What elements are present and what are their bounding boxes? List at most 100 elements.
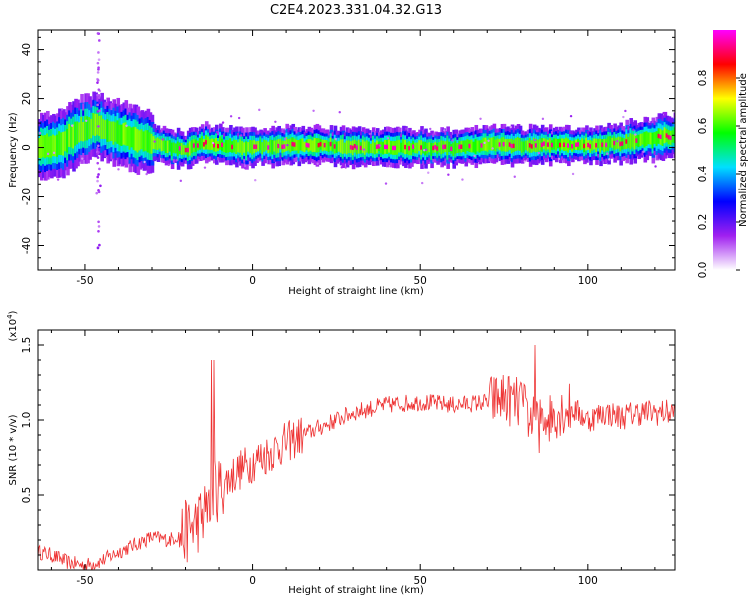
spectrogram-cell <box>160 139 165 152</box>
spectrogram-cell <box>645 131 650 147</box>
spectrogram-cell <box>416 142 420 154</box>
spectrogram-cell <box>516 136 521 151</box>
spectrogram-cell <box>142 131 147 152</box>
spectrogram-cell <box>647 132 652 145</box>
spectrogram-speckle <box>243 167 247 170</box>
spectrogram-speckle <box>98 167 101 171</box>
spectrogram-speckle <box>642 150 645 153</box>
spectrogram-speckle <box>175 159 178 162</box>
spectrogram-cell <box>369 143 374 154</box>
spectrogram-cell <box>156 137 161 150</box>
spectrogram-speckle <box>239 134 243 137</box>
spectrogram-cell <box>40 135 44 159</box>
spectrogram-speckle <box>96 103 99 107</box>
spectrogram-cell <box>496 138 501 149</box>
spectrogram-cell <box>331 141 336 152</box>
spectrogram-cell <box>345 140 350 155</box>
spectrogram-speckle <box>425 148 428 151</box>
spectrogram-cell <box>311 140 316 153</box>
spectrogram-cell <box>251 140 255 155</box>
spectrogram-speckle <box>211 141 215 145</box>
spectrogram-speckle <box>479 117 482 120</box>
spectrogram-cell <box>206 136 211 150</box>
spectrogram-cell <box>593 138 597 150</box>
spectrogram-speckle <box>96 79 100 82</box>
spectrogram-cell <box>361 139 366 153</box>
spectrogram-speckle <box>203 166 207 169</box>
spectrogram-cell <box>661 130 666 146</box>
spectrogram-speckle <box>535 129 539 133</box>
spectrogram-cell <box>66 128 70 153</box>
spectrogram-speckle <box>97 96 101 99</box>
spectrogram-cell <box>241 141 245 156</box>
spectrogram-cell <box>48 136 52 158</box>
spectrogram-cell <box>492 136 497 151</box>
spectrogram-cell <box>257 140 261 152</box>
spectrogram-cell <box>532 137 537 152</box>
spectrogram-cell <box>526 140 531 152</box>
spectrogram-speckle <box>98 39 101 42</box>
spectrogram-cell <box>104 120 108 139</box>
spectrogram-speckle <box>254 179 257 182</box>
spectrogram-y-label: Frequency (Hz) <box>8 112 19 188</box>
spectrogram-speckle <box>362 148 366 151</box>
spectrogram-cell <box>617 136 621 149</box>
spectrogram-cell <box>72 124 76 149</box>
spectrogram-cell <box>134 127 139 151</box>
spectrogram-cell <box>289 138 294 153</box>
spectrogram-speckle <box>99 184 102 188</box>
spectrogram-cell <box>418 140 422 152</box>
spectrogram-cell <box>448 141 452 152</box>
spectrogram-cell <box>78 122 82 143</box>
spectrogram-cell <box>52 134 56 157</box>
spectrogram-cell <box>651 132 656 149</box>
snr-y-tick-label: 1.5 <box>21 337 33 354</box>
chart-title: C2E4.2023.331.04.32.G13 <box>270 3 442 18</box>
spectrogram-cell <box>82 122 86 142</box>
spectrogram-cell <box>279 138 283 150</box>
spectrogram-speckle <box>537 151 541 155</box>
spectrogram-cell <box>325 140 330 152</box>
spectrogram-speckle <box>473 154 476 158</box>
colorbar-tick-label: 0.8 <box>697 70 709 87</box>
spectrogram-speckle <box>97 220 100 224</box>
spectrogram-speckle <box>98 109 102 112</box>
spectrogram-cell <box>615 137 619 150</box>
spectrogram-speckle <box>274 120 277 123</box>
spectrogram-cell <box>122 123 127 145</box>
spectrogram-speckle <box>491 147 494 150</box>
spectrogram-cell <box>126 126 131 146</box>
spectrogram-cell <box>114 122 119 142</box>
spectrogram-speckle <box>98 243 101 247</box>
spectrogram-speckle <box>368 132 372 136</box>
spectrogram-cell <box>301 138 306 152</box>
spectrogram-x-tick-label: 50 <box>414 275 427 287</box>
spectrogram-cell <box>520 141 525 153</box>
spectrogram-cell <box>227 139 231 153</box>
spectrogram-speckle <box>237 116 241 120</box>
spectrogram-speckle <box>569 114 573 118</box>
spectrogram-speckle <box>52 151 56 155</box>
spectrogram-cell <box>373 142 378 155</box>
spectrogram-speckle <box>60 108 64 111</box>
spectrogram-cell <box>243 142 247 153</box>
spectrogram-x-label: Height of straight line (km) <box>288 286 424 297</box>
spectrogram-cell <box>70 125 74 148</box>
spectrogram-cell <box>430 142 434 156</box>
spectrogram-speckle <box>344 166 347 169</box>
spectrogram-speckle <box>384 182 388 185</box>
spectrogram-cell <box>46 133 50 158</box>
colorbar-tick-label: 0.4 <box>697 165 709 182</box>
spectrogram-speckle <box>447 173 450 176</box>
spectrogram-cell <box>627 136 631 149</box>
snr-series-line <box>38 344 675 570</box>
spectrogram-speckle <box>429 127 432 131</box>
spectrogram-speckle <box>97 125 100 128</box>
spectrogram-cell <box>629 133 634 150</box>
spectrogram-cell <box>649 132 654 145</box>
spectrogram-speckle <box>386 136 390 140</box>
spectrogram-cell <box>400 142 404 153</box>
snr-y-label: SNR (10 * v/v) <box>8 414 19 485</box>
spectrogram-cell <box>653 132 658 144</box>
